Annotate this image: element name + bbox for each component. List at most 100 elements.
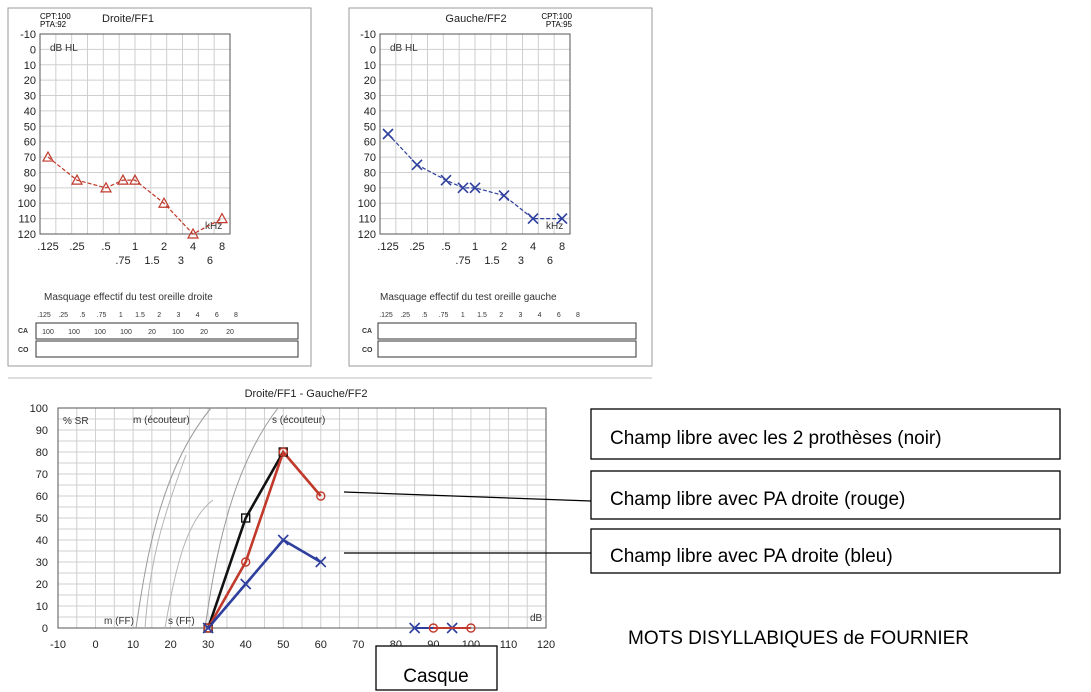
y-tick-label: 10 [36, 601, 48, 613]
masking-freq-label: 6 [557, 312, 561, 319]
left-masking-ca-row [377, 322, 637, 340]
masking-freq-label: 3 [176, 312, 180, 319]
x-tick-label: 8 [559, 241, 565, 253]
masking-freq-label: .5 [79, 312, 85, 319]
masking-ca-value: 20 [200, 329, 208, 336]
masking-ca-value: 100 [42, 329, 54, 336]
masking-ca-value: 100 [120, 329, 132, 336]
x-tick-label: 8 [219, 241, 225, 253]
left-masking-ca-label: CA [362, 328, 372, 335]
s-ff-curve [164, 499, 214, 629]
y-tick-label: 110 [18, 214, 36, 226]
y-tick-label: 10 [24, 60, 36, 72]
right-cpt-stat: CPT:100 [40, 12, 71, 21]
right-masking-co-row [35, 340, 299, 358]
right-pta-stat: PTA:92 [40, 20, 67, 29]
right-ear-series [41, 150, 229, 239]
right-ear-audiogram: Droite/FF1 CPT:100 PTA:92 dB HL kHz -10 0… [18, 12, 299, 358]
masking-freq-label: .25 [400, 312, 410, 319]
threshold-marker [41, 150, 55, 162]
y-tick-label: 60 [36, 491, 48, 503]
y-tick-label: 110 [358, 214, 376, 226]
threshold-line [387, 133, 562, 220]
left-masking-co-row [377, 340, 637, 358]
ref-label-m-ff: m (FF) [104, 616, 134, 627]
callout-text-blue: Champ libre avec PA droite (bleu) [610, 546, 893, 567]
masking-freq-label: 4 [538, 312, 542, 319]
x-tick-label: 30 [202, 639, 214, 651]
y-tick-label: 60 [24, 137, 36, 149]
x-tick-label-secondary: 3 [178, 255, 184, 267]
masking-freq-label: 2 [157, 312, 161, 319]
casque-marker [409, 622, 421, 634]
speech-ylabel: % SR [63, 416, 89, 427]
x-tick-label-secondary: .75 [115, 255, 130, 267]
speech-marker [277, 534, 289, 546]
right-masking-co-label: CO [18, 347, 29, 354]
masking-freq-label: .125 [379, 312, 393, 319]
threshold-marker [556, 213, 568, 225]
callout-box-blue [590, 528, 1061, 574]
x-tick-label-secondary: 6 [547, 255, 553, 267]
y-tick-label: 90 [24, 183, 36, 195]
masking-freq-label: 8 [234, 312, 238, 319]
threshold-marker [116, 173, 129, 185]
left-audiogram-grid [380, 33, 570, 235]
x-tick-label: 1 [472, 241, 478, 253]
masking-ca-value: 100 [68, 329, 80, 336]
left-ear-audiogram: Gauche/FF2 CPT:100 PTA:95 dB HL kHz -10 0… [358, 12, 637, 358]
x-tick-label: 110 [500, 639, 518, 651]
speech-marker [240, 513, 251, 523]
masking-freq-label: .75 [439, 312, 449, 319]
right-x-ticks: .125 .25 .5 1 2 4 8 .75 1.5 3 6 [37, 241, 225, 267]
y-tick-label: 60 [364, 137, 376, 149]
x-tick-label-secondary: 1.5 [144, 255, 159, 267]
x-tick-label: 50 [277, 639, 289, 651]
x-tick-label: 2 [161, 241, 167, 253]
speech-marker [316, 491, 326, 501]
y-tick-label: 120 [18, 229, 36, 241]
right-y-ticks: -10 0 10 20 30 40 50 60 70 80 90 100 110 120 [18, 29, 36, 241]
y-tick-label: 90 [36, 425, 48, 437]
right-masking-ca-label: CA [18, 328, 28, 335]
masking-freq-label: 4 [196, 312, 200, 319]
y-tick-label: -10 [20, 29, 36, 41]
casque-label: Casque [403, 666, 469, 687]
x-tick-label: 4 [190, 241, 196, 253]
masking-freq-label: .75 [97, 312, 107, 319]
y-tick-label: 30 [36, 557, 48, 569]
right-unit-label: dB HL [50, 43, 78, 54]
x-tick-label: 60 [315, 639, 327, 651]
y-tick-label: 70 [36, 469, 48, 481]
y-tick-label: 0 [370, 44, 376, 56]
reference-curves [135, 407, 279, 629]
speech-grid [57, 407, 547, 629]
casque-marker [466, 623, 476, 633]
left-masking-freqs: .125 .25 .5 .75 1 1.5 2 3 4 6 8 [379, 312, 580, 319]
x-tick-label-secondary: 1.5 [484, 255, 499, 267]
left-x-ticks: .125 .25 .5 1 2 4 8 .75 1.5 3 6 [377, 241, 565, 267]
x-tick-label: .5 [441, 241, 450, 253]
x-tick-label: .25 [69, 241, 84, 253]
speech-frame [57, 407, 547, 629]
right-masking-ca-row [35, 322, 299, 340]
y-tick-label: 90 [364, 183, 376, 195]
x-tick-label: 120 [537, 639, 555, 651]
series-red-line [207, 449, 322, 629]
x-tick-label: 20 [164, 639, 176, 651]
speech-marker [202, 622, 214, 634]
masking-ca-value: 20 [148, 329, 156, 336]
y-tick-label: 10 [364, 60, 376, 72]
y-tick-label: 50 [364, 121, 376, 133]
callout-connector-red [343, 491, 592, 502]
x-tick-label-secondary: .75 [455, 255, 470, 267]
speech-marker [315, 556, 327, 568]
left-unit-label: dB HL [390, 43, 418, 54]
right-audiogram-title: Droite/FF1 [102, 13, 154, 25]
masking-ca-value: 100 [94, 329, 106, 336]
figure-caption: MOTS DISYLLABIQUES de FOURNIER [628, 628, 969, 649]
threshold-marker [70, 173, 84, 185]
series-both-line [206, 451, 285, 629]
x-tick-label: .5 [101, 241, 110, 253]
